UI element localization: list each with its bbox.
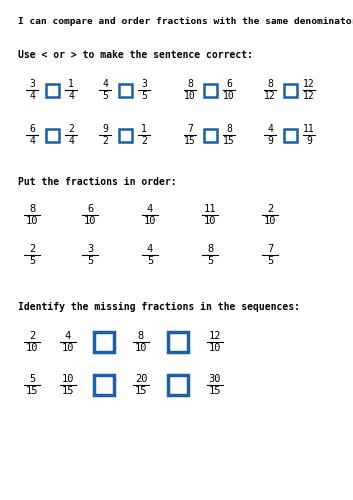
- Text: 1: 1: [141, 124, 147, 134]
- Text: 4: 4: [65, 331, 71, 341]
- Text: 2: 2: [68, 124, 74, 134]
- Text: 5: 5: [29, 256, 35, 266]
- Bar: [168, 375, 188, 395]
- Text: 5: 5: [207, 256, 213, 266]
- Text: 4: 4: [147, 244, 153, 254]
- Bar: [283, 128, 297, 141]
- Text: 5: 5: [267, 256, 273, 266]
- Text: 11: 11: [303, 124, 315, 134]
- Text: 10: 10: [144, 216, 156, 226]
- Text: 7: 7: [267, 244, 273, 254]
- Text: 10: 10: [26, 343, 38, 353]
- Text: 2: 2: [102, 136, 108, 146]
- Text: Use < or > to make the sentence correct:: Use < or > to make the sentence correct:: [18, 50, 253, 60]
- Text: 12: 12: [209, 331, 221, 341]
- Text: 9: 9: [102, 124, 108, 134]
- Text: 11: 11: [204, 204, 216, 214]
- Text: 15: 15: [209, 386, 221, 396]
- Bar: [46, 84, 59, 96]
- Text: 7: 7: [187, 124, 193, 134]
- Text: 6: 6: [226, 79, 232, 89]
- Text: 20: 20: [135, 374, 147, 384]
- Text: I can compare and order fractions with the same denominator: I can compare and order fractions with t…: [18, 18, 353, 26]
- Text: 6: 6: [87, 204, 93, 214]
- Text: 4: 4: [29, 91, 35, 101]
- Bar: [46, 128, 59, 141]
- Text: 10: 10: [62, 343, 74, 353]
- Text: 5: 5: [141, 91, 147, 101]
- Text: 4: 4: [147, 204, 153, 214]
- Text: 10: 10: [204, 216, 216, 226]
- Text: Put the fractions in order:: Put the fractions in order:: [18, 177, 176, 187]
- Text: 15: 15: [62, 386, 74, 396]
- Bar: [94, 332, 114, 352]
- Text: 8: 8: [207, 244, 213, 254]
- Text: 8: 8: [267, 79, 273, 89]
- Text: Identify the missing fractions in the sequences:: Identify the missing fractions in the se…: [18, 302, 300, 312]
- Text: 10: 10: [264, 216, 276, 226]
- Text: 10: 10: [62, 374, 74, 384]
- Text: 1: 1: [68, 79, 74, 89]
- Bar: [203, 84, 216, 96]
- Text: 10: 10: [135, 343, 147, 353]
- Text: 5: 5: [87, 256, 93, 266]
- Text: 12: 12: [303, 91, 315, 101]
- Text: 15: 15: [184, 136, 196, 146]
- Bar: [119, 128, 132, 141]
- Text: 5: 5: [29, 374, 35, 384]
- Text: 10: 10: [184, 91, 196, 101]
- Bar: [168, 332, 188, 352]
- Text: 15: 15: [26, 386, 38, 396]
- Text: 8: 8: [187, 79, 193, 89]
- Bar: [283, 84, 297, 96]
- Text: 30: 30: [209, 374, 221, 384]
- Text: 10: 10: [223, 91, 235, 101]
- Text: 2: 2: [29, 331, 35, 341]
- Text: 6: 6: [29, 124, 35, 134]
- Text: 10: 10: [209, 343, 221, 353]
- Bar: [203, 128, 216, 141]
- Text: 15: 15: [135, 386, 147, 396]
- Text: 2: 2: [29, 244, 35, 254]
- Text: 12: 12: [303, 79, 315, 89]
- Text: 3: 3: [141, 79, 147, 89]
- Text: 10: 10: [26, 216, 38, 226]
- Text: 2: 2: [141, 136, 147, 146]
- Text: 9: 9: [306, 136, 312, 146]
- Text: 5: 5: [147, 256, 153, 266]
- Text: 2: 2: [267, 204, 273, 214]
- Text: 8: 8: [226, 124, 232, 134]
- Text: 4: 4: [68, 91, 74, 101]
- Bar: [119, 84, 132, 96]
- Text: 4: 4: [267, 124, 273, 134]
- Text: 15: 15: [223, 136, 235, 146]
- Text: 4: 4: [68, 136, 74, 146]
- Text: 8: 8: [29, 204, 35, 214]
- Text: 3: 3: [87, 244, 93, 254]
- Text: 10: 10: [84, 216, 96, 226]
- Text: 8: 8: [138, 331, 144, 341]
- Text: 3: 3: [29, 79, 35, 89]
- Text: 5: 5: [102, 91, 108, 101]
- Text: 4: 4: [29, 136, 35, 146]
- Text: 9: 9: [267, 136, 273, 146]
- Bar: [94, 375, 114, 395]
- Text: 4: 4: [102, 79, 108, 89]
- Text: 12: 12: [264, 91, 276, 101]
